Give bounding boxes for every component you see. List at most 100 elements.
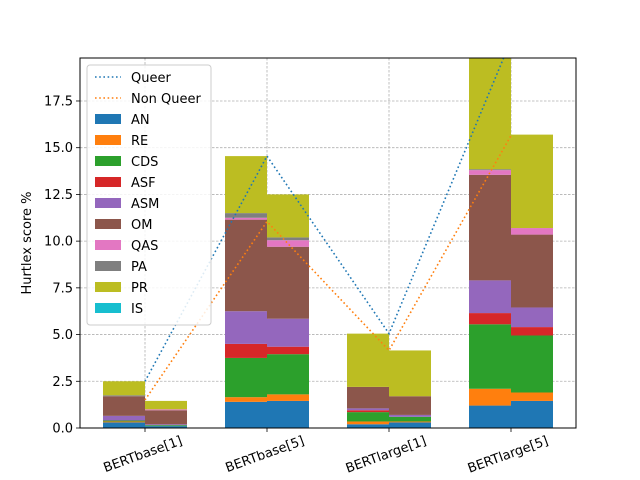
bar-segment-re-queer [469, 388, 511, 406]
legend-swatch-qas [95, 240, 121, 250]
bar-segment-cds-non-queer [145, 425, 187, 427]
bar-segment-asf-non-queer [511, 327, 553, 336]
y-axis-title: Hurtlex score % [20, 191, 35, 294]
bar-segment-asm-queer [347, 408, 389, 411]
legend-label: CDS [131, 155, 158, 170]
x-axis: BERTbase[1] BERTbase[5] BERTlarge[1] BERTla… [102, 428, 551, 477]
bar-segment-asm-queer [103, 415, 145, 421]
bar-segment-qas-queer [469, 170, 511, 175]
x-tick-label: BERTbase[1] [102, 434, 185, 476]
legend-label: QAS [131, 239, 158, 254]
plot-frame [79, 57, 577, 429]
bar-segment-cds-queer [347, 412, 389, 422]
bar-segment-asm-non-queer [267, 318, 309, 347]
y-tick-label: 5.0 [52, 328, 73, 343]
legend: Queer Non Queer AN RE CDS ASF ASM OM QAS PA PR IS [86, 64, 212, 326]
bar-segment-om-queer [103, 396, 145, 416]
bar-segment-pr-queer [469, 58, 511, 170]
line-non-queer [144, 135, 512, 401]
bar-segment-om-queer [347, 386, 389, 409]
bar-segment-re-non-queer [267, 394, 309, 401]
bar-segment-om-non-queer [145, 410, 187, 425]
legend-label: PA [131, 260, 147, 275]
bar-segment-asm-non-queer [145, 424, 187, 426]
bar-segment-om-non-queer [511, 234, 553, 308]
bar-segment-qas-non-queer [145, 409, 187, 411]
x-tick-label: BERTlarge[1] [344, 434, 429, 477]
bar-segment-asm-non-queer [511, 307, 553, 328]
bar-segment-an-queer [225, 401, 267, 428]
bar-segment-pr-queer [103, 381, 145, 396]
legend-label: OM [131, 218, 152, 233]
bar-segment-an-non-queer [145, 426, 187, 428]
legend-swatch-asm [95, 198, 121, 208]
y-tick-label: 17.5 [44, 94, 73, 109]
bar-segment-cds-queer [225, 357, 267, 398]
legend-swatch-pr [95, 282, 121, 292]
bar-segment-cds-non-queer [267, 354, 309, 395]
y-tick-label: 15.0 [44, 141, 73, 156]
bar-segment-asf-queer [225, 343, 267, 358]
bar-segment-an-non-queer [511, 400, 553, 428]
x-tick-label: BERTlarge[5] [466, 434, 551, 477]
bar-segment-re-non-queer [389, 421, 431, 423]
bar-segment-asm-queer [225, 311, 267, 344]
line-queer [144, 58, 505, 382]
bar-segment-re-queer [103, 421, 145, 423]
y-tick-label: 12.5 [44, 188, 73, 203]
bar-segment-an-queer [469, 405, 511, 428]
bar-segment-asf-non-queer [267, 346, 309, 355]
legend-swatch-is [95, 303, 121, 313]
bar-segment-pr-non-queer [145, 400, 187, 410]
bar-segment-cds-queer [469, 324, 511, 389]
legend-label: RE [131, 134, 148, 149]
total-lines [144, 58, 512, 401]
bar-segment-pa-queer [225, 213, 267, 218]
bar-segment-qas-non-queer [267, 240, 309, 247]
bar-segment-om-non-queer [389, 396, 431, 415]
bar-segment-om-queer [469, 174, 511, 281]
legend-box [86, 64, 212, 326]
legend-label: IS [131, 302, 143, 317]
y-tick-label: 7.5 [52, 281, 73, 296]
bar-segment-re-queer [347, 421, 389, 425]
legend-swatch-cds [95, 156, 121, 166]
bar-segment-asf-queer [347, 410, 389, 413]
y-axis: 0.0 2.5 5.0 7.5 10.0 12.5 15.0 17.5 [44, 94, 80, 437]
bar-segment-om-queer [225, 219, 267, 312]
bar-segment-pa-non-queer [267, 237, 309, 241]
x-tick-label: BERTbase[5] [224, 434, 307, 476]
legend-swatch-asf [95, 177, 121, 187]
bar-segment-pr-queer [347, 333, 389, 387]
bar-segment-an-non-queer [267, 400, 309, 428]
legend-swatch-pa [95, 261, 121, 271]
bar-segment-re-non-queer [511, 392, 553, 401]
bar-segment-pa-queer [103, 395, 145, 397]
bar-segment-an-queer [347, 424, 389, 428]
y-tick-label: 0.0 [52, 422, 73, 437]
bar-segment-pr-queer [225, 156, 267, 214]
bar-segment-qas-non-queer [511, 228, 553, 235]
bar-segment-pr-non-queer [511, 134, 553, 229]
y-tick-label: 10.0 [44, 235, 73, 250]
bar-segment-asm-non-queer [389, 414, 431, 417]
bar-segment-an-queer [103, 422, 145, 428]
legend-label: ASM [131, 197, 159, 212]
legend-label: Queer [131, 71, 171, 86]
bar-segment-cds-non-queer [389, 416, 431, 422]
bar-segment-pa-queer [469, 169, 511, 171]
bar-segment-asf-queer [469, 313, 511, 325]
bar-segment-qas-queer [225, 217, 267, 220]
bar-segment-asm-queer [469, 280, 511, 314]
legend-swatch-an [95, 114, 121, 124]
bar-segment-re-queer [225, 397, 267, 402]
legend-label: AN [131, 113, 150, 128]
y-tick-label: 2.5 [52, 375, 73, 390]
bar-segment-an-non-queer [389, 422, 431, 428]
bar-segment-pr-non-queer [267, 194, 309, 238]
legend-swatch-re [95, 135, 121, 145]
bar-segment-cds-queer [103, 420, 145, 422]
legend-label: ASF [131, 176, 156, 191]
